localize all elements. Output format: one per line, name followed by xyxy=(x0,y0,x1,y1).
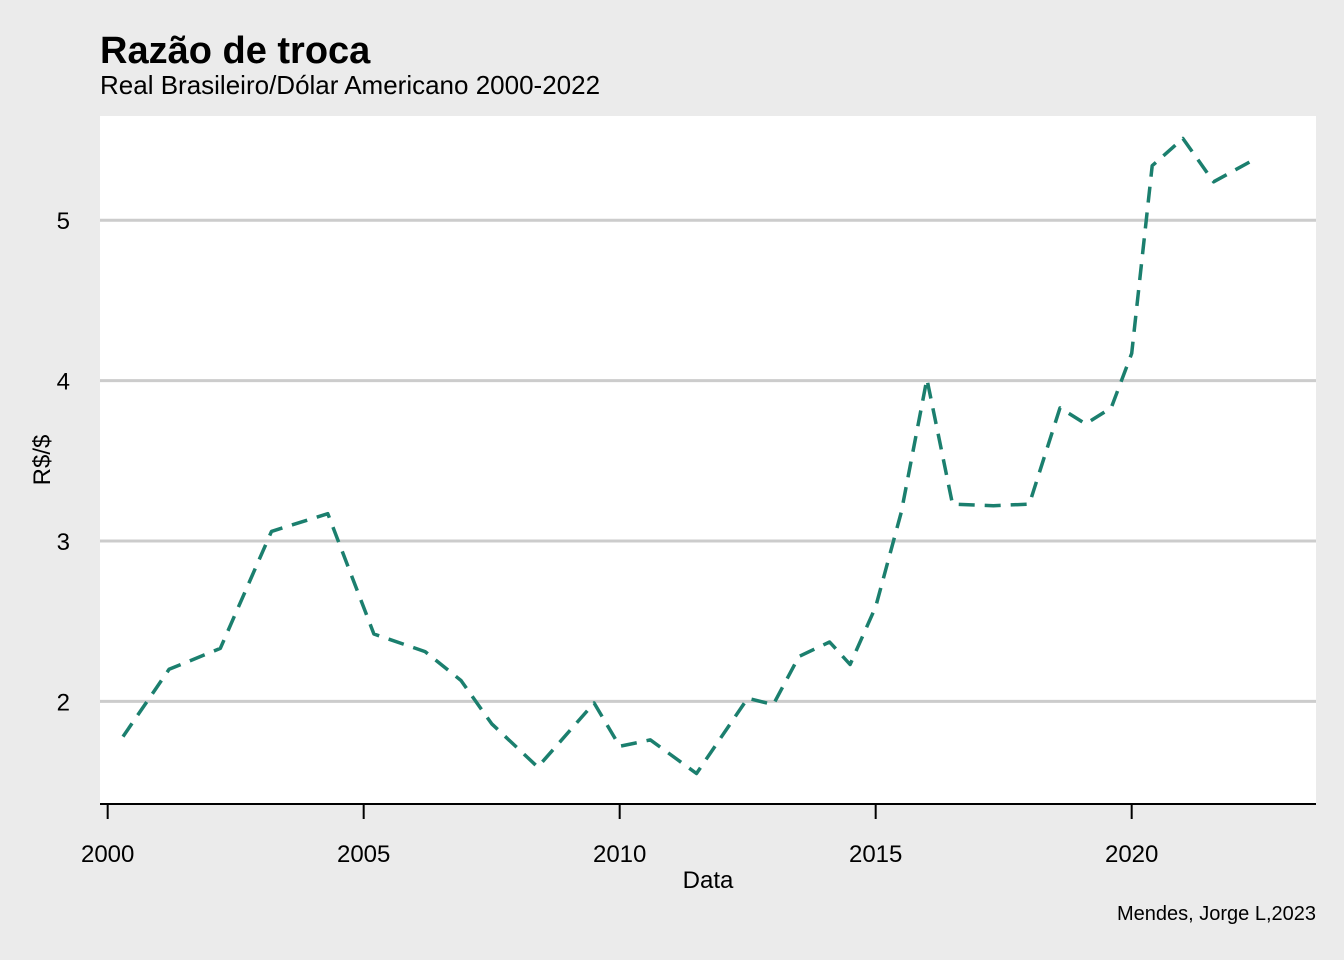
x-axis-title: Data xyxy=(683,867,734,894)
chart-caption: Mendes, Jorge L,2023 xyxy=(1116,903,1316,925)
plot-panel xyxy=(100,116,1316,804)
x-tick-label: 2005 xyxy=(337,841,390,868)
series-line xyxy=(121,136,1256,776)
x-axis-ticks: 2000 2005 2010 2015 2020 xyxy=(81,804,1158,868)
gridlines xyxy=(100,218,1316,703)
chart-title: Razão de troca xyxy=(100,30,371,72)
y-tick-label: 4 xyxy=(57,369,70,396)
y-axis-title: R$/$ xyxy=(29,435,56,486)
y-axis-ticks: 2 3 4 5 xyxy=(57,208,70,716)
x-tick-label: 2000 xyxy=(81,841,134,868)
x-tick-label: 2020 xyxy=(1105,841,1158,868)
y-tick-label: 5 xyxy=(57,208,70,235)
x-tick-label: 2010 xyxy=(593,841,646,868)
y-tick-label: 2 xyxy=(57,689,70,716)
x-tick-label: 2015 xyxy=(849,841,902,868)
y-tick-label: 3 xyxy=(57,529,70,556)
chart-subtitle: Real Brasileiro/Dólar Americano 2000-202… xyxy=(100,70,601,100)
